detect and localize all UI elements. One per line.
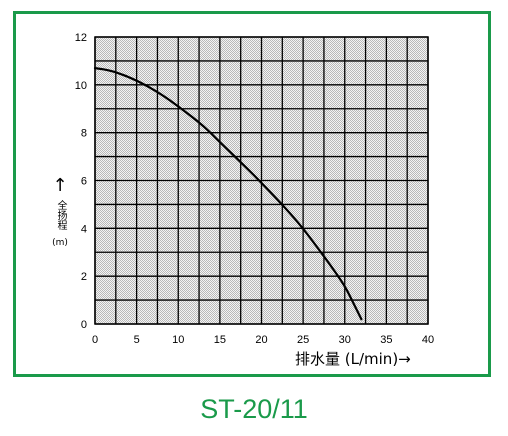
x-tick-label: 10 — [172, 334, 184, 346]
chart-frame — [13, 11, 491, 377]
pump-performance-curve — [93, 67, 363, 321]
x-tick-label: 40 — [422, 334, 434, 346]
y-tick-label: 10 — [75, 80, 87, 92]
y-tick-label: 0 — [81, 319, 87, 331]
chart-title: ST-20/11 — [200, 394, 308, 424]
x-tick-label: 15 — [214, 334, 226, 346]
y-tick-label: 6 — [81, 176, 87, 188]
y-axis-arrow: ↑ — [52, 175, 68, 196]
y-tick-label: 2 — [81, 271, 87, 283]
x-tick-label: 5 — [134, 334, 140, 346]
y-axis-title: 全扬程 — [55, 200, 66, 230]
x-tick-label: 30 — [339, 334, 351, 346]
y-axis-label: ↑ 全扬程 (m) — [51, 177, 69, 250]
y-tick-label: 4 — [81, 223, 87, 235]
x-tick-label: 20 — [255, 334, 267, 346]
y-tick-label: 8 — [81, 128, 87, 140]
x-tick-label: 0 — [92, 334, 98, 346]
x-tick-label: 25 — [297, 334, 309, 346]
x-tick-label: 35 — [380, 334, 392, 346]
x-axis-label: 排水量 (L/min)→ — [295, 350, 411, 368]
y-tick-label: 12 — [75, 32, 87, 44]
y-axis-unit: (m) — [52, 238, 68, 248]
